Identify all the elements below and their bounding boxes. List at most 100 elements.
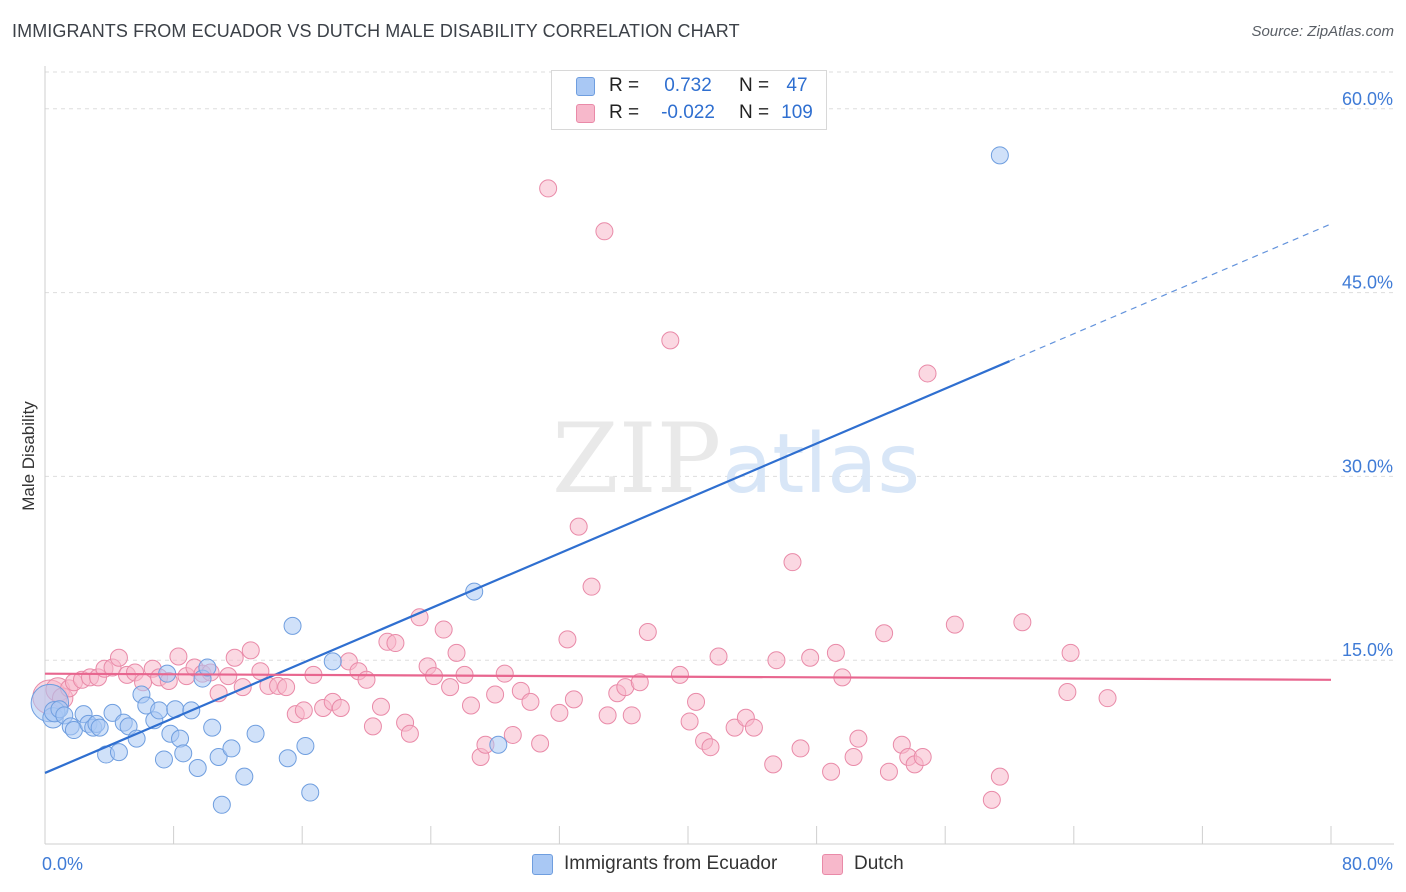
dutch-point [1058,683,1077,702]
dutch-point [400,724,419,743]
dutch-point [294,701,313,720]
ecuador-point [990,146,1009,165]
ecuador-trend-extension [1009,223,1332,362]
grid-layer [45,71,1394,661]
y-axis-label: Male Disability [19,401,38,511]
y-tick-label: 15.0% [1342,640,1393,660]
dutch-point [357,670,376,689]
dutch-point [945,615,964,634]
n-label: N = [738,75,770,96]
dutch-point [982,790,1001,809]
ecuador-legend-swatch [532,853,553,875]
dutch-point [822,762,841,781]
dutch-point [844,747,863,766]
ecuador-point [278,749,297,768]
dutch-point [744,718,763,737]
y-tick-label: 60.0% [1342,89,1393,109]
legend-item-ecuador: Immigrants from Ecuador [532,852,777,876]
n-value: 47 [786,75,808,96]
dutch-point [486,685,505,704]
ecuador-point [90,718,109,737]
ecuador-point [323,652,342,671]
watermark-atlas: atlas [722,417,920,512]
dutch-point [503,725,522,744]
dutch-point [598,706,617,725]
dutch-point [709,647,728,666]
dutch-point [1098,689,1117,708]
dutch-point [879,762,898,781]
ecuador-point [198,658,217,677]
dutch-point [582,577,601,596]
dutch-trend-line [44,672,1332,681]
axis-layer [44,66,1394,845]
dutch-point [241,641,260,660]
dutch-point [169,647,188,666]
ecuador-point [212,795,231,814]
ecuador-swatch [576,76,595,96]
ecuador-point [489,735,508,754]
label-layer: 15.0% 30.0% 45.0% 60.0% 0.0% 80.0% Male Disabi… [19,89,1393,874]
ecuador-point [209,747,228,766]
ecuador-point [154,750,173,769]
dutch-point [1013,613,1032,632]
dutch-point [875,624,894,643]
dutch-point [531,734,550,753]
stats-row-dutch: R = -0.022 N = 109 [576,102,817,124]
ecuador-point [283,616,302,635]
r-label: R = [609,102,640,123]
dutch-point [434,620,453,639]
legend-label: Immigrants from Ecuador [564,853,778,874]
dutch-point [661,331,680,350]
r-value: 0.732 [664,75,712,96]
ecuador-point [188,759,207,778]
dutch-point [371,697,390,716]
dutch-point [277,678,296,697]
ecuador-trend-line [44,360,1010,774]
dutch-point [495,664,514,683]
ecuador-point [246,724,265,743]
dutch-point [569,517,588,536]
dutch-point [826,643,845,662]
dutch-point [109,648,128,667]
ecuador-point [150,701,169,720]
dutch-point [461,696,480,715]
dutch-point [225,648,244,667]
ecuador-point [222,739,241,758]
dutch-point [680,712,699,731]
r-label: R = [609,75,640,96]
chart-title: IMMIGRANTS FROM ECUADOR VS DUTCH MALE DI… [12,21,740,41]
dutch-point [558,630,577,649]
dutch-point [687,692,706,711]
watermark-zip: ZIP [552,403,721,515]
dutch-legend-swatch [822,853,843,875]
y-tick-label: 45.0% [1342,273,1393,293]
dutch-point [913,747,932,766]
y-tick-label: 30.0% [1342,456,1393,476]
dutch-point [539,179,558,198]
x-tick-label: 80.0% [1342,854,1393,874]
dutch-point [801,648,820,667]
legend-label: Dutch [854,853,904,874]
dutch-point [622,706,641,725]
dutch-point [630,673,649,692]
stats-legend: R = 0.732 N = 47 R = -0.022 N = 109 [551,70,827,130]
dutch-point [638,623,657,642]
r-value: -0.022 [661,102,715,123]
dutch-point [849,729,868,748]
dutch-point [447,643,466,662]
ecuador-point [109,743,128,762]
dutch-point [550,703,569,722]
ecuador-point [171,729,190,748]
dutch-point [564,690,583,709]
dutch-point [791,739,810,758]
n-value: 109 [781,102,813,123]
x-tick-label: 0.0% [42,854,83,874]
ecuador-point [301,783,320,802]
dutch-point [386,634,405,653]
dutch-point [521,692,540,711]
dutch-point [251,662,270,681]
dutch-point [595,222,614,241]
dutch-point [918,364,937,383]
dutch-point [767,651,786,670]
